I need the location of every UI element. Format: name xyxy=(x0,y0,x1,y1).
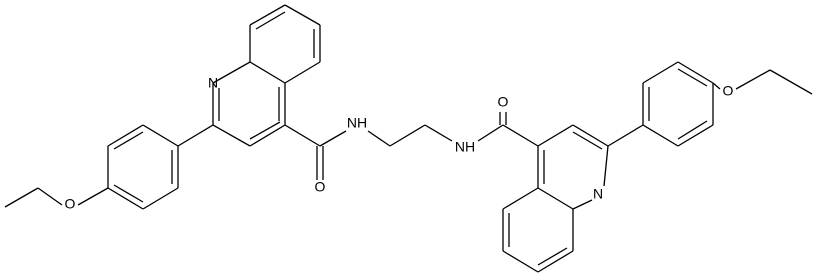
atom-label: N xyxy=(593,186,603,202)
atom-label: NH xyxy=(455,139,475,155)
atom-label: O xyxy=(315,179,326,195)
atom-label: NH xyxy=(347,115,367,131)
bonds xyxy=(4,4,813,273)
atom-label: N xyxy=(208,75,218,91)
atom-label: O xyxy=(65,196,76,212)
atom-labels: N O NH O O NH N O xyxy=(65,75,734,212)
atom-label: O xyxy=(498,94,509,110)
atom-label: O xyxy=(723,83,734,99)
